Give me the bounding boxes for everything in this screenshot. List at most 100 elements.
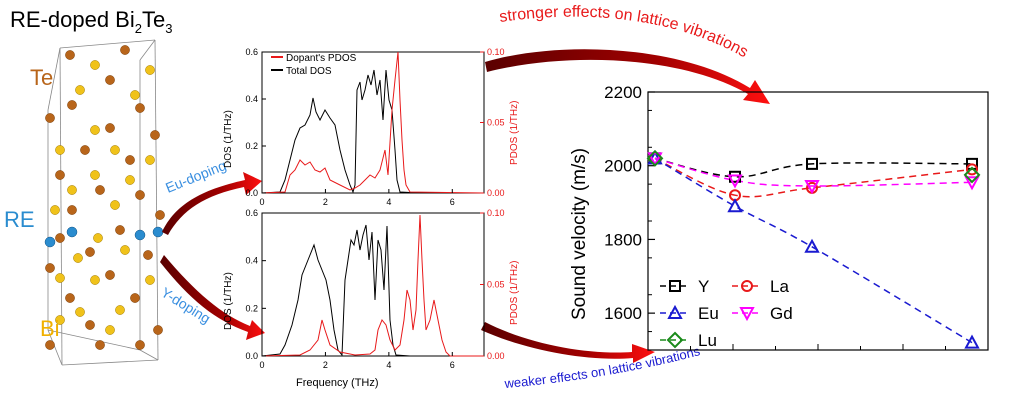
dos-xlabel: Frequency (THz) bbox=[296, 377, 379, 389]
sv-y-tick-label: 1800 bbox=[604, 230, 642, 249]
marker-diamond bbox=[646, 149, 664, 167]
te-atom bbox=[95, 340, 105, 350]
marker-triangle-up bbox=[727, 198, 743, 213]
bi-atom bbox=[145, 65, 155, 75]
unit-cell-box bbox=[47, 39, 159, 366]
bi-atom bbox=[73, 253, 83, 263]
dos-right-tick-label: 0.05 bbox=[487, 280, 505, 290]
y-doping-arrow bbox=[160, 255, 265, 340]
stronger-arrow bbox=[485, 49, 770, 104]
bi-atom bbox=[50, 205, 60, 215]
series-line-gd bbox=[654, 157, 973, 187]
legend-pdos-label: Dopant's PDOS bbox=[286, 53, 357, 64]
bi-atom bbox=[75, 85, 85, 95]
marker-square bbox=[669, 280, 681, 292]
bi-atom bbox=[90, 125, 100, 135]
dos-right-tick-label: 0.05 bbox=[487, 118, 505, 128]
dos-left-tick-label: 0.4 bbox=[245, 256, 258, 266]
te-atom bbox=[85, 320, 95, 330]
series-line-la bbox=[654, 157, 973, 198]
dos-left-tick-label: 0.0 bbox=[245, 188, 258, 198]
marker-triangle-down bbox=[964, 176, 980, 191]
bi-atom bbox=[75, 307, 85, 317]
bi-atom bbox=[145, 275, 155, 285]
dos-x-tick-label: 6 bbox=[450, 197, 455, 207]
bi-atom bbox=[93, 233, 103, 243]
re-atom bbox=[44, 236, 56, 248]
te-atom bbox=[95, 185, 105, 195]
bi-atom bbox=[90, 170, 100, 180]
marker-circle bbox=[966, 163, 978, 176]
eu-doping-arrow bbox=[162, 172, 262, 235]
dos-top-ylabel: DOS (1/THz) bbox=[223, 110, 234, 168]
marker-triangle-down bbox=[739, 307, 755, 322]
dos-x-tick-label: 0 bbox=[259, 360, 264, 370]
pdos-bottom-ylabel: PDOS (1/THz) bbox=[509, 261, 520, 325]
te-atom bbox=[105, 270, 115, 280]
marker-triangle-up bbox=[964, 334, 980, 349]
dos-top-pdos-curve bbox=[261, 51, 485, 194]
crystal-title: RE-doped Bi2Te3 bbox=[10, 7, 172, 36]
marker-triangle-down bbox=[727, 174, 743, 189]
dos-left-tick-label: 0.2 bbox=[245, 141, 258, 151]
te-atom bbox=[45, 263, 55, 273]
dos-bottom-total-curve bbox=[261, 224, 484, 357]
legend-total-swatch bbox=[271, 69, 283, 71]
pdos-top-ylabel: PDOS (1/THz) bbox=[509, 101, 520, 165]
bi-atom bbox=[110, 145, 120, 155]
label-re: RE bbox=[4, 207, 35, 232]
weaker-arrow bbox=[481, 322, 655, 363]
dos-bottom-ylabel: DOS (1/THz) bbox=[223, 272, 234, 330]
bi-atom bbox=[145, 155, 155, 165]
legend-total-label: Total DOS bbox=[286, 66, 332, 77]
legend-label-y: Y bbox=[698, 277, 709, 296]
dos-left-tick-label: 0.4 bbox=[245, 94, 258, 104]
bi-atom bbox=[55, 273, 65, 283]
dos-right-tick-label: 0.00 bbox=[487, 351, 505, 361]
marker-triangle-down bbox=[804, 179, 820, 195]
sv-y-tick-label: 2200 bbox=[604, 83, 642, 102]
dos-x-tick-label: 2 bbox=[323, 360, 328, 370]
legend-label-eu: Eu bbox=[698, 304, 719, 323]
dos-ticks: 0 2 4 6 0 2 4 6 0.0 0.2 0.4 0.6 0.0 0.2 0.4 0.6 0.00 0.05… bbox=[245, 47, 504, 370]
te-atom bbox=[135, 190, 145, 200]
te-atom bbox=[55, 170, 65, 180]
te-atom bbox=[55, 233, 65, 243]
dos-left-tick-label: 0.6 bbox=[245, 208, 258, 218]
re-atom bbox=[66, 226, 78, 238]
sound-velocity-chart: 1600 1800 2000 2200 Y La Eu Gd Lu Sound velocit… bbox=[569, 83, 989, 351]
bi-atom bbox=[90, 275, 100, 285]
marker-circle bbox=[741, 280, 753, 292]
dos-left-tick-label: 0.6 bbox=[245, 47, 258, 57]
bi-atom bbox=[120, 245, 130, 255]
te-atom bbox=[125, 155, 135, 165]
marker-diamond bbox=[666, 331, 684, 349]
dos-x-tick-label: 4 bbox=[386, 197, 391, 207]
dos-bottom-frame bbox=[261, 212, 485, 357]
te-atom bbox=[45, 113, 55, 123]
te-atom bbox=[67, 100, 77, 110]
te-atom bbox=[65, 293, 75, 303]
atoms-group bbox=[44, 45, 165, 350]
te-atom bbox=[105, 123, 115, 133]
te-atom bbox=[45, 340, 55, 350]
series-line-y bbox=[654, 157, 973, 178]
legend-label-gd: Gd bbox=[770, 304, 793, 323]
dos-left-tick-label: 0.2 bbox=[245, 303, 258, 313]
dos-left-tick-label: 0.0 bbox=[245, 351, 258, 361]
te-atom bbox=[105, 75, 115, 85]
marker-triangle-up bbox=[804, 238, 820, 253]
bi-atom bbox=[115, 305, 125, 315]
dos-x-tick-label: 2 bbox=[323, 197, 328, 207]
label-bi: Bi bbox=[40, 316, 60, 341]
te-atom bbox=[143, 250, 153, 260]
bi-atom bbox=[90, 60, 100, 70]
dos-right-tick-label: 0.10 bbox=[487, 47, 505, 57]
bi-atom bbox=[105, 325, 115, 335]
marker-square bbox=[806, 157, 818, 170]
te-atom bbox=[150, 130, 160, 140]
dos-top-total-curve bbox=[261, 69, 484, 194]
dos-x-tick-label: 0 bbox=[259, 197, 264, 207]
dos-right-tick-label: 0.10 bbox=[487, 208, 505, 218]
